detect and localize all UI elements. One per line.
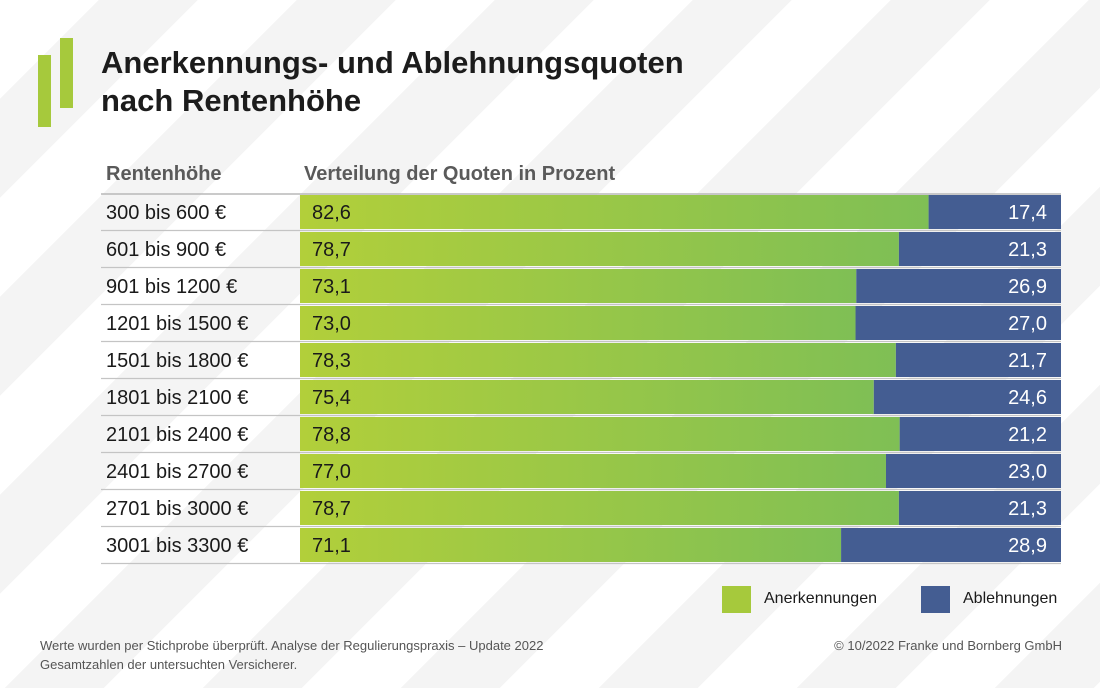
footer-note: Werte wurden per Stichprobe überprüft. A… [40,636,543,674]
footer-line-2: Gesamtzahlen der untersuchten Versichere… [40,657,298,672]
bar-ablehnungen [899,417,1061,451]
bar-anerkennungen [300,195,929,229]
bar-anerkennungen [300,232,899,266]
data-label-ablehnungen: 28,9 [1008,535,1047,557]
data-label-ablehnungen: 21,2 [1008,424,1047,446]
bar-anerkennungen [300,528,842,562]
data-label-anerkennungen: 75,4 [312,387,351,409]
bar-anerkennungen [300,454,886,488]
footer-line-1: Werte wurden per Stichprobe überprüft. A… [40,638,544,653]
logo-bar-left [38,55,51,127]
data-label-ablehnungen: 24,6 [1008,387,1047,409]
data-label-ablehnungen: 21,7 [1008,350,1047,372]
data-label-anerkennungen: 73,0 [312,313,351,335]
bar-ablehnungen [898,232,1061,266]
legend-swatch-anerkennungen [722,586,751,613]
bar-anerkennungen [300,491,899,525]
bar-ablehnungen [855,306,1061,340]
category-label: 2101 bis 2400 € [106,424,248,446]
data-label-ablehnungen: 17,4 [1008,202,1047,224]
bar-ablehnungen [928,195,1061,229]
data-label-anerkennungen: 78,3 [312,350,351,372]
data-label-anerkennungen: 73,1 [312,276,351,298]
data-label-ablehnungen: 21,3 [1008,498,1047,520]
bar-anerkennungen [300,380,874,414]
category-label: 1201 bis 1500 € [106,313,248,335]
bar-ablehnungen [895,343,1061,377]
category-label: 3001 bis 3300 € [106,535,248,557]
bar-ablehnungen [856,269,1061,303]
bar-anerkennungen [300,417,900,451]
data-label-ablehnungen: 23,0 [1008,461,1047,483]
data-label-anerkennungen: 82,6 [312,202,351,224]
legend-swatch-ablehnungen [921,586,950,613]
bar-anerkennungen [300,306,856,340]
bar-ablehnungen [873,380,1061,414]
logo-bar-right [60,38,73,108]
data-label-anerkennungen: 77,0 [312,461,351,483]
data-label-anerkennungen: 71,1 [312,535,351,557]
bar-anerkennungen [300,269,857,303]
column-header-category: Rentenhöhe [106,163,222,185]
title-line-2: nach Rentenhöhe [101,83,362,118]
bar-ablehnungen [885,454,1061,488]
category-label: 601 bis 900 € [106,239,226,261]
data-label-anerkennungen: 78,8 [312,424,351,446]
brand-logo [38,38,73,127]
bar-ablehnungen [898,491,1061,525]
chart-title: Anerkennungs- und Ablehnungsquoten nach … [101,44,1001,120]
category-label: 1801 bis 2100 € [106,387,248,409]
footer-copyright: © 10/2022 Franke und Bornberg GmbH [834,638,1062,653]
data-label-anerkennungen: 78,7 [312,498,351,520]
data-label-ablehnungen: 26,9 [1008,276,1047,298]
bar-anerkennungen [300,343,896,377]
bar-ablehnungen [841,528,1061,562]
legend-label-ablehnungen: Ablehnungen [963,590,1058,607]
data-label-ablehnungen: 21,3 [1008,239,1047,261]
legend-label-anerkennungen: Anerkennungen [764,590,877,607]
category-label: 300 bis 600 € [106,202,226,224]
title-line-1: Anerkennungs- und Ablehnungsquoten [101,45,684,80]
column-header-values: Verteilung der Quoten in Prozent [304,163,616,185]
data-label-ablehnungen: 27,0 [1008,313,1047,335]
category-label: 1501 bis 1800 € [106,350,248,372]
category-label: 901 bis 1200 € [106,276,237,298]
data-label-anerkennungen: 78,7 [312,239,351,261]
category-label: 2701 bis 3000 € [106,498,248,520]
category-label: 2401 bis 2700 € [106,461,248,483]
